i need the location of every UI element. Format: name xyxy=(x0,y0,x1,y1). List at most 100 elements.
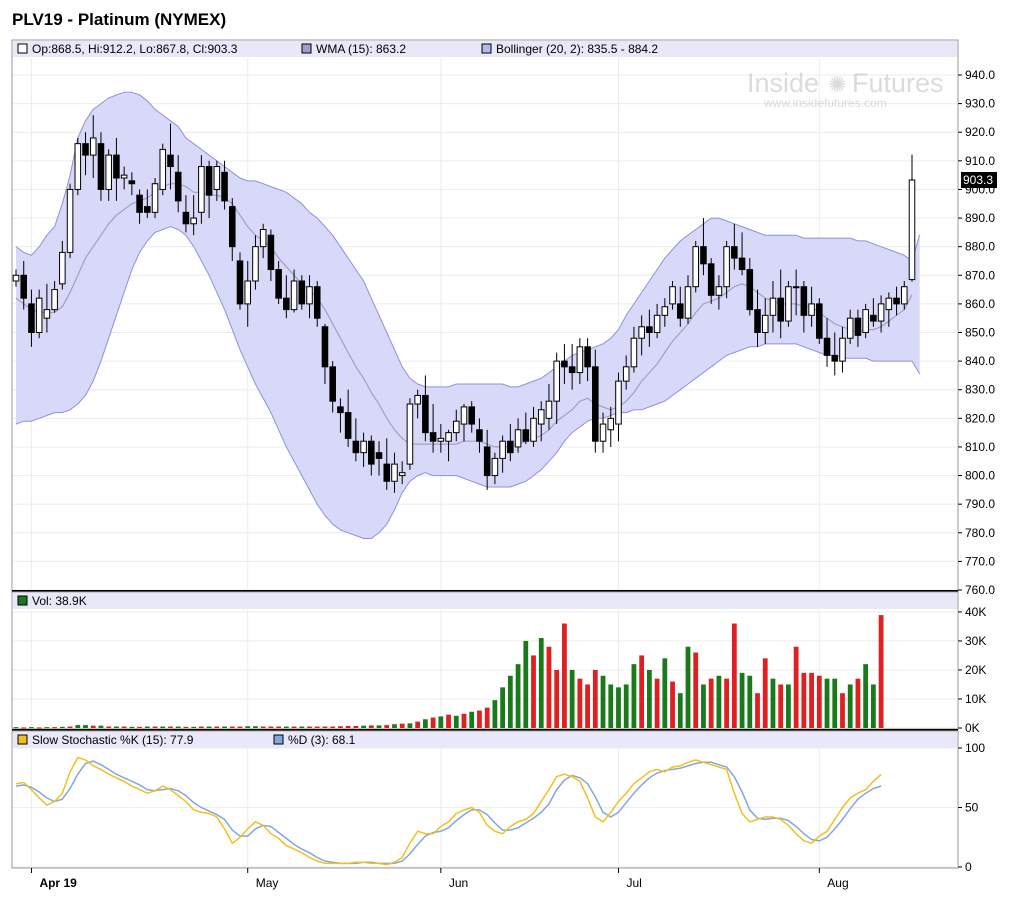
candle-body-down xyxy=(816,303,823,339)
candle-body-up xyxy=(684,286,692,319)
candle-body-up xyxy=(43,309,51,319)
volume-bar xyxy=(198,726,204,728)
candle-body-down xyxy=(321,326,329,368)
candle-body-up xyxy=(622,366,630,382)
price-tick-label: 910.0 xyxy=(965,154,995,168)
candle-body-up xyxy=(545,400,553,419)
candle-body-up xyxy=(51,289,58,311)
volume-bar xyxy=(770,678,776,728)
candle xyxy=(43,283,51,333)
candle xyxy=(870,298,877,327)
candle xyxy=(545,384,553,430)
candle-body-up xyxy=(715,286,723,296)
candle-body-up xyxy=(792,286,800,289)
volume-bar xyxy=(168,726,173,728)
candle-body-up xyxy=(576,346,584,374)
volume-bar xyxy=(407,723,413,728)
candle-body-down xyxy=(182,211,190,225)
volume-bar xyxy=(747,675,753,728)
candle xyxy=(669,281,676,310)
candle xyxy=(290,269,298,313)
candle-body-down xyxy=(167,154,174,168)
candle-body-down xyxy=(337,406,344,414)
volume-bar xyxy=(415,721,421,728)
time-axis: Apr 19 May Jun Jul Aug xyxy=(30,868,849,890)
candle-body-up xyxy=(406,403,414,465)
chart-title: PLV19 - Platinum (NYMEX) xyxy=(12,10,227,29)
candle xyxy=(754,289,761,347)
stochastic-tick-label: 100 xyxy=(965,741,985,755)
stochastic-d-line xyxy=(15,760,882,865)
last-price-value: 903.3 xyxy=(963,173,993,187)
volume-bar xyxy=(438,716,444,728)
candle xyxy=(483,429,491,490)
candle-body-up xyxy=(290,280,298,311)
candle xyxy=(368,435,375,476)
wma-legend-text: WMA (15): 863.2 xyxy=(316,42,406,56)
candle xyxy=(329,361,336,413)
volume-bar xyxy=(639,655,645,728)
candle-body-down xyxy=(584,346,591,368)
candle xyxy=(846,309,854,344)
candle xyxy=(136,189,143,224)
candle xyxy=(59,240,66,290)
candle-body-down xyxy=(646,326,653,333)
stochastic-gridlines xyxy=(13,747,958,868)
volume-bar xyxy=(222,726,227,728)
volume-bar xyxy=(307,726,312,728)
candle xyxy=(638,315,645,356)
candle-body-down xyxy=(352,440,360,454)
volume-bar xyxy=(229,726,235,728)
volume-bar xyxy=(716,675,722,728)
volume-bar xyxy=(786,684,791,728)
candle-body-up xyxy=(151,183,159,213)
volume-bar xyxy=(840,693,845,728)
volume-bar xyxy=(183,726,189,728)
volume-bar xyxy=(863,664,869,728)
candle xyxy=(622,355,630,390)
candle-body-down xyxy=(174,171,182,202)
candle xyxy=(228,198,236,261)
candle xyxy=(352,418,360,462)
candle xyxy=(514,418,522,453)
volume-bar xyxy=(507,675,513,728)
candle-body-up xyxy=(692,246,700,288)
candle xyxy=(174,155,182,213)
candle-body-down xyxy=(128,180,136,185)
candle xyxy=(275,260,282,304)
candle xyxy=(20,260,28,310)
volume-bar xyxy=(523,640,529,728)
candle-body-up xyxy=(89,137,97,156)
price-tick-label: 870.0 xyxy=(965,268,995,282)
volume-bar xyxy=(36,727,42,729)
candle xyxy=(862,303,869,339)
candle xyxy=(476,418,483,453)
price-tick-label: 760.0 xyxy=(965,583,995,597)
volume-bar xyxy=(662,658,668,728)
volume-bar xyxy=(477,710,482,728)
candle xyxy=(707,258,715,304)
candle-body-up xyxy=(460,406,468,425)
candle-body-up xyxy=(530,417,537,442)
bollinger-legend-text: Bollinger (20, 2): 835.5 - 884.2 xyxy=(496,42,658,56)
volume-bar xyxy=(793,646,799,728)
volume-bar xyxy=(106,726,112,728)
candle-body-down xyxy=(831,354,839,362)
volume-bar xyxy=(824,678,830,728)
candle xyxy=(723,240,730,299)
volume-panel: Vol: 38.9K 0K 10K 20K 30K 40K xyxy=(11,590,986,735)
bollinger-lower-line xyxy=(15,226,921,539)
volume-bar xyxy=(724,678,730,728)
price-tick-label: 770.0 xyxy=(965,554,995,568)
candle-body-down xyxy=(707,263,715,296)
candle xyxy=(445,429,452,462)
candle xyxy=(337,398,344,433)
volume-bar xyxy=(492,700,498,728)
candle-body-down xyxy=(136,194,143,213)
volume-bar xyxy=(461,713,467,728)
volume-bar xyxy=(762,658,768,728)
candle xyxy=(692,240,700,293)
volume-tick-label: 30K xyxy=(965,634,986,648)
candle xyxy=(738,232,746,276)
candle xyxy=(360,432,367,467)
